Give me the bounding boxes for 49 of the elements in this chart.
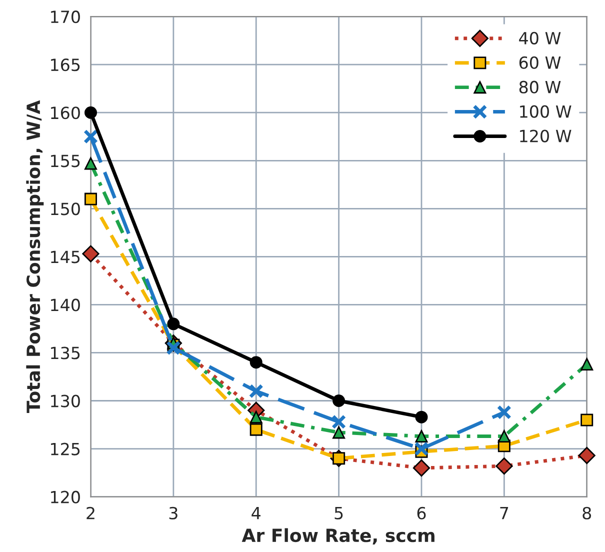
x-tick-label: 2 [86, 506, 94, 520]
point [332, 394, 346, 407]
y-tick-label: 145 [51, 250, 80, 264]
point [415, 430, 428, 443]
y-tick-label: 130 [51, 394, 80, 408]
y-tick-label: 150 [51, 202, 80, 216]
x-axis-title: Ar Flow Rate, sccm [242, 528, 434, 544]
x-tick-label: 7 [500, 507, 508, 520]
point [248, 384, 264, 398]
point [166, 340, 181, 356]
legend-label: 60 W [519, 56, 561, 69]
x-tick-label: 3 [169, 506, 178, 520]
point [250, 356, 262, 369]
x-tick-label: 4 [252, 507, 260, 520]
point [167, 318, 180, 330]
y-tick-label: 120 [51, 490, 80, 504]
point [84, 157, 97, 170]
point [496, 404, 512, 420]
point [414, 441, 429, 456]
y-tick-label: 135 [51, 346, 80, 360]
point [84, 192, 97, 206]
point [82, 245, 100, 262]
point [578, 446, 596, 464]
point [580, 358, 594, 371]
point [415, 410, 428, 424]
legend-label: 40 W [519, 32, 561, 44]
y-tick-label: 170 [51, 10, 80, 24]
point [250, 410, 262, 424]
point [498, 430, 510, 443]
point [496, 458, 513, 475]
legend-label: 100 W [520, 105, 572, 118]
point [412, 459, 430, 477]
y-tick-label: 155 [51, 154, 80, 168]
point [83, 129, 98, 144]
x-tick-label: 6 [417, 506, 426, 520]
y-tick-label: 125 [51, 442, 80, 456]
legend-label: 80 W [519, 80, 561, 94]
y-axis-title: Total Power Consumption, W/A [26, 100, 44, 414]
point [332, 426, 346, 439]
y-tick-label: 165 [51, 58, 80, 72]
y-tick-label: 140 [51, 298, 80, 312]
x-tick-label: 8 [582, 506, 592, 520]
point [84, 106, 97, 119]
legend-label: 120 W [520, 130, 572, 142]
point [332, 414, 346, 430]
point [250, 423, 262, 436]
point [580, 414, 594, 426]
x-tick-label: 5 [334, 507, 343, 520]
y-tick-label: 160 [51, 106, 80, 120]
